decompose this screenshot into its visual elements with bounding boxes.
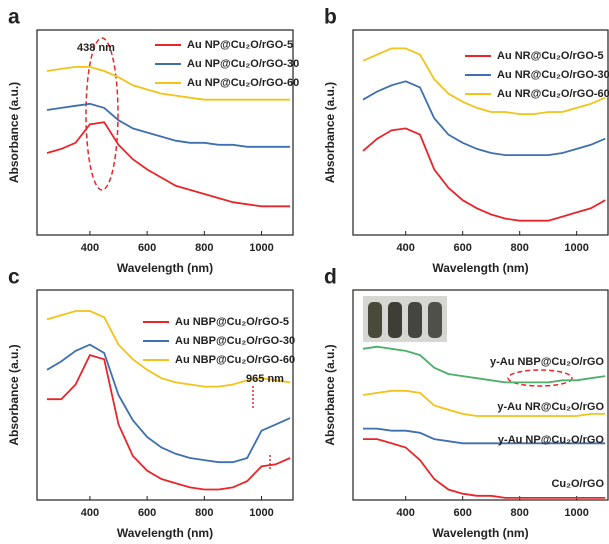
vial (368, 302, 382, 338)
x-tick-label: 400 (81, 507, 99, 519)
panel-letter: d (324, 266, 337, 289)
plot-frame (352, 289, 609, 501)
vial (408, 302, 422, 338)
x-axis-label: Wavelength (nm) (432, 526, 528, 540)
legend-label: Au NP@Cu₂O/rGO-5 (187, 39, 293, 51)
spectrum-line (46, 310, 291, 388)
legend-label: Au NBP@Cu₂O/rGO-5 (175, 316, 289, 328)
y-axis-label: Absorbance (a.u.) (7, 82, 21, 183)
x-tick-label: 400 (397, 242, 415, 254)
curve-label: Cu₂O/rGO (551, 478, 604, 490)
plot-frame (36, 289, 294, 501)
x-tick-label: 1000 (249, 242, 273, 254)
spectrum-line (362, 345, 606, 384)
spectrum-line (46, 66, 291, 101)
spectrum-line (362, 389, 606, 417)
plot-frame (36, 29, 294, 236)
x-tick-label: 600 (138, 242, 156, 254)
panel-letter: c (8, 266, 20, 289)
legend-label: Au NR@Cu₂O/rGO-30 (497, 69, 609, 81)
annotation: 965 nm (246, 373, 284, 385)
panel-letter: a (8, 6, 20, 29)
plot-frame (352, 29, 609, 236)
spectrum-line (46, 102, 291, 148)
x-axis-label: Wavelength (nm) (432, 261, 528, 275)
legend-label: Au NBP@Cu₂O/rGO-60 (175, 354, 295, 366)
vial-inset (363, 296, 447, 342)
vial (388, 302, 402, 338)
x-tick-label: 800 (195, 507, 213, 519)
x-tick-label: 1000 (564, 507, 588, 519)
annotation: 438 nm (77, 42, 115, 54)
peak-ellipse (85, 37, 119, 191)
x-tick-label: 400 (397, 507, 415, 519)
spectrum-line (46, 121, 291, 208)
x-tick-label: 600 (138, 507, 156, 519)
x-tick-label: 800 (195, 242, 213, 254)
vial (428, 302, 442, 338)
y-axis-label: Absorbance (a.u.) (323, 82, 337, 183)
x-tick-label: 800 (510, 507, 528, 519)
legend-label: Au NP@Cu₂O/rGO-30 (187, 58, 299, 70)
y-axis-label: Absorbance (a.u.) (7, 344, 21, 445)
panel-letter: b (324, 6, 337, 29)
x-axis-label: Wavelength (nm) (117, 261, 213, 275)
spectrum-line (362, 47, 606, 115)
x-tick-label: 1000 (249, 507, 273, 519)
spectrum-line (362, 127, 606, 222)
peak-ellipse (507, 369, 573, 387)
legend-label: Au NR@Cu₂O/rGO-5 (497, 50, 604, 62)
spectrum-line (363, 427, 606, 445)
x-tick-label: 800 (510, 242, 528, 254)
x-tick-label: 1000 (564, 242, 588, 254)
spectrum-line (363, 438, 606, 499)
legend-label: Au NR@Cu₂O/rGO-60 (497, 88, 609, 100)
spectrum-line (362, 80, 606, 156)
legend-label: Au NP@Cu₂O/rGO-60 (187, 77, 299, 89)
curve-label: y-Au NR@Cu₂O/rGO (497, 401, 604, 413)
x-tick-label: 400 (81, 242, 99, 254)
spectrum-line (47, 354, 291, 491)
curve-label: y-Au NP@Cu₂O/rGO (498, 434, 605, 446)
legend-label: Au NBP@Cu₂O/rGO-30 (175, 335, 295, 347)
x-tick-label: 600 (454, 507, 472, 519)
y-axis-label: Absorbance (a.u.) (323, 344, 337, 445)
x-axis-label: Wavelength (nm) (117, 526, 213, 540)
curve-label: y-Au NBP@Cu₂O/rGO (490, 356, 604, 368)
spectrum-line (46, 343, 291, 464)
x-tick-label: 600 (454, 242, 472, 254)
